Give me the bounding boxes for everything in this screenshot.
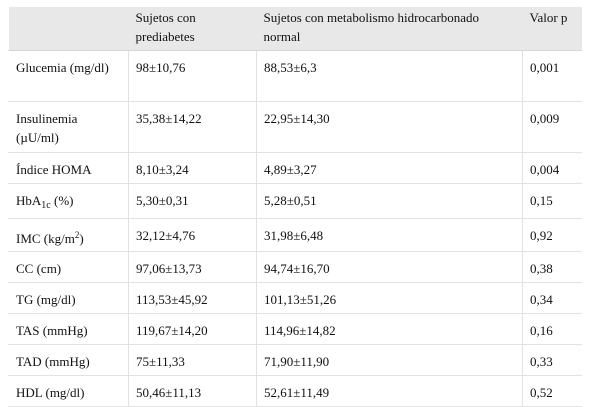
prediabetes-value: 98±10,76 <box>128 50 257 102</box>
label-superscript: 2 <box>74 229 80 240</box>
prediabetes-value: 119,67±14,20 <box>128 313 257 345</box>
label-subscript: 1c <box>41 199 51 211</box>
p-value: 0,001 <box>522 50 582 102</box>
normal-value: 52,61±11,49 <box>256 375 523 407</box>
table-row: Glucemia (mg/dl) 98±10,76 88,53±6,3 0,00… <box>8 50 582 102</box>
header-variable <box>8 7 129 51</box>
p-value: 0,52 <box>522 375 582 407</box>
table-row: Índice HOMA 8,10±3,24 4,89±3,27 0,004 <box>8 152 582 184</box>
table-row: TG (mg/dl) 113,53±45,92 101,13±51,26 0,3… <box>8 282 582 314</box>
table-row: HDL (mg/dl) 50,46±11,13 52,61±11,49 0,52 <box>8 375 582 407</box>
row-label: CC (cm) <box>8 251 129 283</box>
p-value: 0,004 <box>522 152 582 184</box>
label-main: IMC (kg/m <box>16 230 75 246</box>
prediabetes-value: 75±11,33 <box>128 344 257 376</box>
p-value: 0,16 <box>522 313 582 345</box>
p-value: 0,009 <box>522 101 582 153</box>
normal-value: 101,13±51,26 <box>256 282 523 314</box>
normal-value: 31,98±6,48 <box>256 218 523 252</box>
table-header-row: Sujetos con prediabetes Sujetos con meta… <box>8 7 582 51</box>
normal-value: 4,89±3,27 <box>256 152 523 184</box>
label-tail: (%) <box>50 192 74 208</box>
normal-value: 22,95±14,30 <box>256 101 523 153</box>
row-label: IMC (kg/m2) <box>8 218 129 252</box>
row-label: TAD (mmHg) <box>8 344 129 376</box>
p-value: 0,92 <box>522 218 582 252</box>
normal-value: 5,28±0,51 <box>256 183 523 219</box>
p-value: 0,33 <box>522 344 582 376</box>
table-row: HbA1c (%) 5,30±0,31 5,28±0,51 0,15 <box>8 183 582 219</box>
results-table: Sujetos con prediabetes Sujetos con meta… <box>8 7 582 407</box>
row-label: HDL (mg/dl) <box>8 375 129 407</box>
p-value: 0,15 <box>522 183 582 219</box>
table-row: Insulinemia (µU/ml) 35,38±14,22 22,95±14… <box>8 101 582 153</box>
prediabetes-value: 5,30±0,31 <box>128 183 257 219</box>
normal-value: 71,90±11,90 <box>256 344 523 376</box>
table-row: TAS (mmHg) 119,67±14,20 114,96±14,82 0,1… <box>8 313 582 345</box>
normal-value: 114,96±14,82 <box>256 313 523 345</box>
row-label: Insulinemia (µU/ml) <box>8 101 129 153</box>
row-label: Glucemia (mg/dl) <box>8 50 129 102</box>
prediabetes-value: 32,12±4,76 <box>128 218 257 252</box>
table-row: TAD (mmHg) 75±11,33 71,90±11,90 0,33 <box>8 344 582 376</box>
header-prediabetes: Sujetos con prediabetes <box>128 7 257 51</box>
row-label: HbA1c (%) <box>8 183 129 219</box>
p-value: 0,34 <box>522 282 582 314</box>
results-table-container: Sujetos con prediabetes Sujetos con meta… <box>8 7 582 407</box>
label-tail: ) <box>79 230 84 246</box>
table-row: IMC (kg/m2) 32,12±4,76 31,98±6,48 0,92 <box>8 218 582 252</box>
prediabetes-value: 8,10±3,24 <box>128 152 257 184</box>
prediabetes-value: 50,46±11,13 <box>128 375 257 407</box>
prediabetes-value: 97,06±13,73 <box>128 251 257 283</box>
row-label: Índice HOMA <box>8 152 129 184</box>
table-row: CC (cm) 97,06±13,73 94,74±16,70 0,38 <box>8 251 582 283</box>
prediabetes-value: 35,38±14,22 <box>128 101 257 153</box>
header-normal-metabolism: Sujetos con metabolismo hidrocarbonado n… <box>256 7 523 51</box>
row-label: TG (mg/dl) <box>8 282 129 314</box>
label-main: HbA <box>16 192 42 208</box>
normal-value: 94,74±16,70 <box>256 251 523 283</box>
prediabetes-value: 113,53±45,92 <box>128 282 257 314</box>
normal-value: 88,53±6,3 <box>256 50 523 102</box>
header-p-value: Valor p <box>522 7 582 51</box>
row-label: TAS (mmHg) <box>8 313 129 345</box>
p-value: 0,38 <box>522 251 582 283</box>
